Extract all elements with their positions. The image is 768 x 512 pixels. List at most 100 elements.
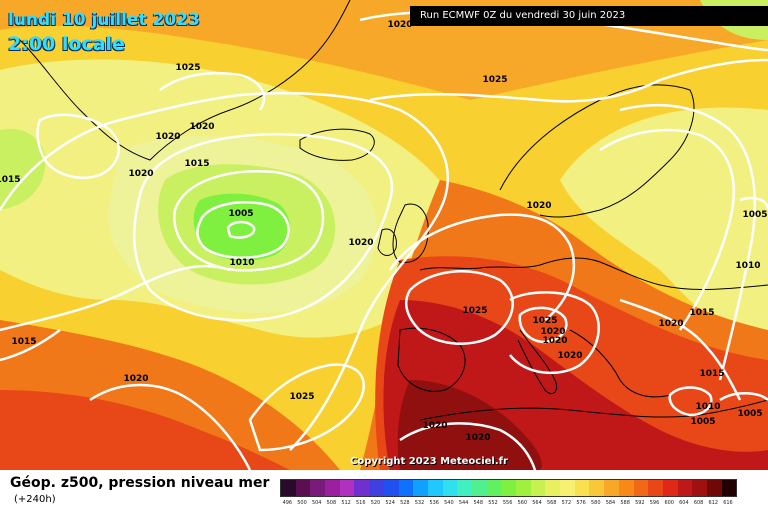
scale-swatch [633, 480, 649, 496]
legend-title: Géop. z500, pression niveau mer [10, 475, 270, 491]
isobar-1010-aegean [668, 386, 713, 417]
scale-swatch [692, 480, 707, 496]
geopotential-bands [0, 0, 768, 470]
isobar-label: 1020 [128, 169, 153, 179]
scale-swatch [530, 480, 546, 496]
scale-tick-label: 500 [297, 500, 307, 506]
scale-tick-label: 528 [400, 500, 410, 506]
europe-coast [419, 257, 768, 291]
scale-swatch [648, 480, 663, 496]
scale-tick-label: 512 [341, 500, 351, 506]
scale-swatch [677, 480, 693, 496]
greenland-coast [19, 0, 351, 161]
scale-swatch [516, 480, 531, 496]
isobar-1020-main [0, 91, 450, 451]
isobar-label: 1015 [689, 308, 714, 318]
scale-swatch [471, 480, 487, 496]
scale-tick-label: 508 [326, 500, 337, 506]
isobar-1015-sw [0, 328, 61, 362]
scale-tick-label: 604 [679, 500, 689, 506]
scale-swatch [560, 480, 575, 496]
scale-swatch [383, 480, 399, 496]
scale-swatch [706, 480, 722, 496]
scale-tick-label: 532 [414, 500, 425, 506]
isobar-label: 1020 [387, 20, 412, 30]
scale-swatch [721, 480, 737, 496]
scale-swatch [310, 480, 326, 496]
scale-tick-label: 524 [385, 500, 395, 506]
scale-tick-label: 568 [546, 500, 557, 506]
forecast-time: 2:00 locale [8, 33, 125, 55]
scale-tick-label: 544 [458, 500, 469, 506]
isobar-label: 1025 [532, 316, 557, 326]
scale-tick-label: 536 [429, 500, 439, 506]
color-scale-bar [280, 479, 738, 497]
isobar-labels: 1020 1025 1025 1020 1020 1020 1015 1015 … [0, 20, 768, 443]
isobar-label: 1010 [229, 258, 254, 268]
isobar-1015-balkans [619, 298, 742, 401]
band-yellow-east [560, 107, 768, 332]
scale-tick-label: 608 [693, 500, 704, 506]
isobar-1020-sw [89, 383, 252, 470]
isobar-label: 1020 [422, 421, 447, 431]
scale-tick-label: 540 [444, 500, 454, 506]
scale-swatch [486, 480, 502, 496]
isobar-1025-alps [518, 306, 568, 344]
legend-footer: Géop. z500, pression niveau mer (+240h) … [0, 470, 768, 512]
forecast-map: 1020 1025 1025 1020 1020 1020 1015 1015 … [0, 0, 768, 470]
isobar-label: 1020 [348, 238, 373, 248]
scale-tick-label: 496 [282, 500, 293, 506]
copyright-notice: Copyright 2023 Meteociel.fr [350, 456, 508, 467]
isobar-label: 1020 [658, 319, 683, 329]
isobar-label: 1020 [526, 201, 551, 211]
isobar-1025-greenland [159, 71, 266, 111]
isobar-label: 1005 [737, 409, 762, 419]
isobar-1020-europe [388, 213, 575, 321]
isobar-label: 1020 [540, 327, 565, 337]
scale-tick-label: 612 [708, 500, 719, 506]
britain-coast [392, 203, 429, 264]
iceland-coast [299, 128, 375, 161]
scale-tick-label: 580 [591, 500, 601, 506]
isobar-1005-se [719, 392, 768, 402]
isobar-label: 1005 [690, 417, 715, 427]
scale-swatch [442, 480, 458, 496]
isobar-low-1010 [173, 170, 325, 272]
scale-swatch [604, 480, 619, 496]
isobar-label: 1005 [228, 209, 253, 219]
isobar-label: 1025 [482, 75, 507, 85]
isobar-label: 1015 [11, 337, 36, 347]
scale-tick-label: 572 [561, 500, 572, 506]
scale-tick-label: 564 [532, 500, 542, 506]
scale-tick-label: 560 [517, 500, 528, 506]
scale-swatch [325, 480, 340, 496]
isobar-label: 1025 [175, 63, 200, 73]
isobar-label: 1025 [462, 306, 487, 316]
scale-tick-label: 548 [473, 500, 484, 506]
isobar-1020-africa [399, 422, 537, 470]
isobar-1025-france [405, 270, 514, 345]
scale-tick-label: 584 [605, 500, 616, 506]
scale-swatch [354, 480, 370, 496]
isobar-label: 1010 [695, 402, 720, 412]
isobar-1015-ring [133, 133, 394, 322]
isobar-label: 1025 [289, 392, 314, 402]
band-green-west [0, 128, 46, 210]
scale-swatch [427, 480, 443, 496]
scale-swatch [398, 480, 414, 496]
scale-tick-label: 516 [356, 500, 366, 506]
forecast-date: lundi 10 juillet 2023 [8, 10, 200, 30]
scale-swatch [281, 480, 296, 496]
scale-tick-label: 588 [620, 500, 630, 506]
scale-tick-label: 616 [723, 500, 733, 506]
scale-swatch [589, 480, 605, 496]
coastlines [19, 0, 768, 421]
scale-swatch [413, 480, 428, 496]
ireland-coast [377, 228, 397, 256]
scale-tick-label: 520 [370, 500, 381, 506]
run-label: Run ECMWF 0Z du vendredi 30 juin 2023 [410, 6, 768, 26]
scale-swatch [457, 480, 472, 496]
isobar-1020-north [369, 58, 768, 103]
isobar-low-inner [226, 220, 256, 239]
